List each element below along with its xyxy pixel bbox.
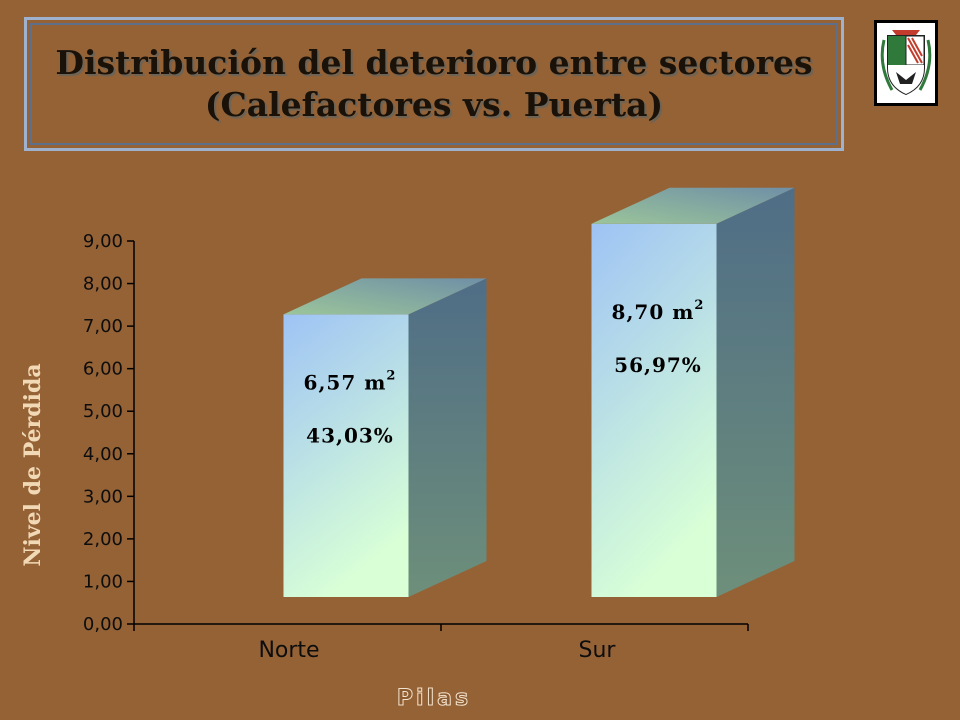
title-box: Distribución del deterioro entre sectore…: [24, 17, 844, 151]
bar-value-label: 8,70 m2: [612, 298, 705, 324]
x-axis-label: Pilas: [397, 686, 471, 711]
bar-value-unit-superscript: 2: [694, 298, 704, 313]
y-tick-label: 9,00: [83, 231, 123, 252]
y-tick-label: 5,00: [83, 401, 123, 422]
y-tick-label: 0,00: [83, 614, 123, 635]
y-tick-label: 2,00: [83, 529, 123, 550]
y-axis-label: Nivel de Pérdida: [20, 363, 46, 566]
bar-front-face: [283, 314, 409, 597]
bar-percent-label: 43,03%: [306, 423, 394, 447]
x-category-label: Norte: [258, 638, 319, 663]
y-tick-label: 4,00: [83, 444, 123, 465]
bar-top-face: [283, 278, 487, 315]
bar-value-label: 6,57 m2: [304, 368, 397, 394]
y-tick-label: 1,00: [83, 571, 123, 592]
bar-front-face: [591, 223, 717, 597]
bar-side-face: [408, 278, 487, 597]
chart-title-line-1: Distribución del deterioro entre sectore…: [55, 43, 813, 82]
bar-side-face: [716, 187, 795, 597]
bar-value-unit-superscript: 2: [386, 368, 396, 383]
y-tick-label: 8,00: [83, 274, 123, 295]
crest-icon-graphic: [877, 23, 935, 103]
chart-bars: 6,57 m2 43,03% 8,70 m2 56,97%: [283, 187, 795, 597]
x-category-label: Sur: [579, 638, 617, 663]
crest-icon: [874, 20, 938, 106]
chart-title-line-2: (Calefactores vs. Puerta): [204, 85, 664, 124]
y-tick-label: 6,00: [83, 359, 123, 380]
bar-top-face: [591, 187, 795, 224]
bar-percent-label: 56,97%: [614, 353, 702, 377]
y-tick-label: 7,00: [83, 316, 123, 337]
bar-sur: 8,70 m2 56,97%: [591, 187, 795, 597]
y-tick-label: 3,00: [83, 486, 123, 507]
chart-axes: 0,00 1,00 2,00 3,00 4,00 5,00 6,00 7,00 8,00 9,00…: [83, 231, 749, 663]
bar-norte: 6,57 m2 43,03%: [283, 278, 487, 597]
